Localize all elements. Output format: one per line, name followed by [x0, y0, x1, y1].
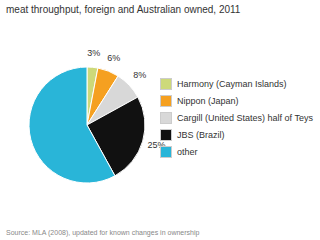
html-text:Cargill (United States) half o: Cargill (United States) half of Teys — [177, 112, 313, 123]
svg-text:3%: 3% — [87, 48, 100, 58]
svg-text:25%: 25% — [148, 140, 166, 150]
svg-text:8%: 8% — [133, 70, 146, 80]
html-text:Source: MLA (2008), updated fo: Source: MLA (2008), updated for known ch… — [6, 229, 200, 236]
html-text:Nippon (Japan): Nippon (Japan) — [177, 95, 239, 106]
html-text:other: other — [177, 146, 198, 157]
html-text:meat throughput, foreign and A: meat throughput, foreign and Australian … — [6, 4, 241, 15]
html-text:Harmony (Cayman Islands): Harmony (Cayman Islands) — [177, 78, 287, 89]
html-text:JBS (Brazil): JBS (Brazil) — [177, 129, 225, 140]
svg-text:6%: 6% — [107, 53, 120, 63]
